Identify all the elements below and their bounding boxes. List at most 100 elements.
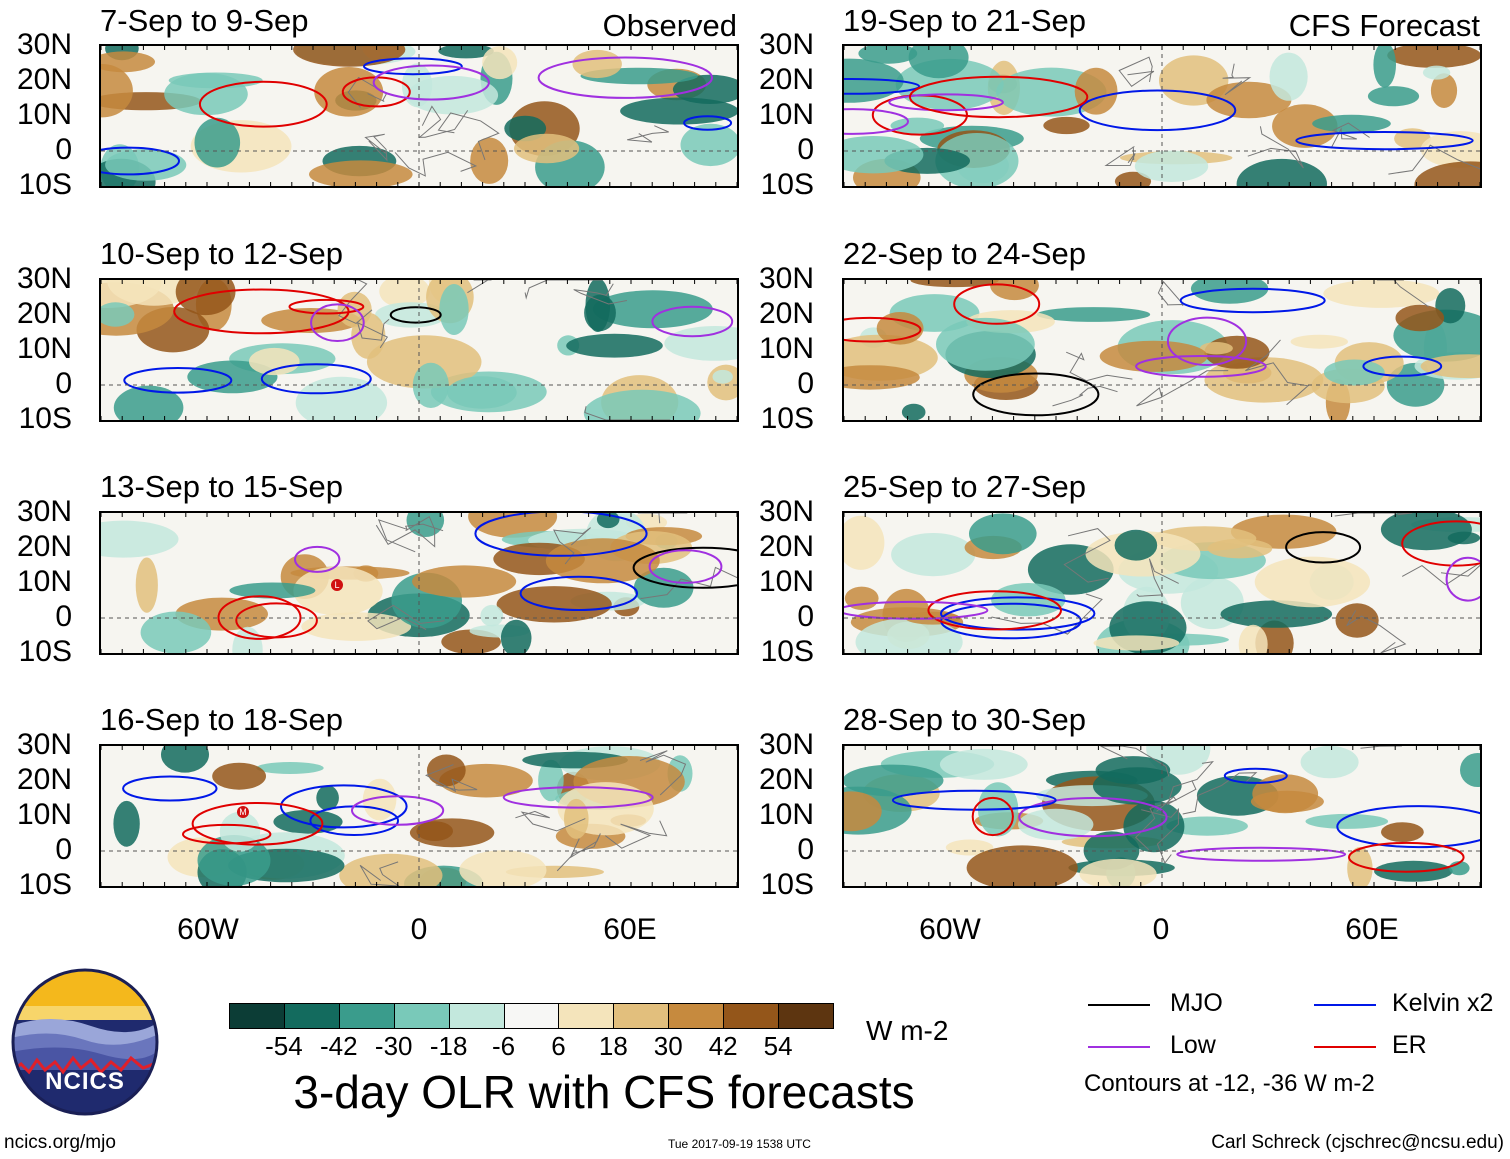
wave-contour: [844, 108, 909, 135]
olr-negative-anomaly: [232, 626, 263, 653]
coastline: [1104, 56, 1480, 175]
olr-negative-anomaly: [101, 302, 135, 327]
colorbar-box: [448, 1003, 505, 1029]
olr-positive-anomaly: [1290, 334, 1348, 349]
wave-contour: [953, 283, 1041, 325]
olr-negative-anomaly: [901, 403, 926, 420]
wave-contour: [1166, 316, 1248, 366]
olr-negative-anomaly: [140, 611, 212, 653]
olr-positive-anomaly: [1414, 161, 1480, 186]
olr-negative-anomaly: [1422, 65, 1451, 80]
lat-label: 10N: [758, 565, 814, 598]
lat-label: 0: [797, 600, 814, 633]
olr-positive-anomaly: [362, 778, 397, 821]
legend-line-low: [1088, 1046, 1150, 1048]
olr-negative-anomaly: [566, 333, 663, 358]
olr-positive-anomaly: [1335, 603, 1379, 638]
panel-title: 10-Sep to 12-Sep: [100, 236, 344, 271]
panel-title: 16-Sep to 18-Sep: [100, 702, 344, 737]
wave-contour: [1018, 797, 1168, 838]
olr-field: [101, 280, 737, 420]
lat-label: 20N: [758, 297, 814, 330]
lat-label: 10S: [760, 168, 814, 201]
olr-negative-anomaly: [664, 326, 737, 361]
lat-label: 0: [797, 133, 814, 166]
lat-label: 10N: [16, 332, 72, 365]
olr-positive-anomaly: [426, 754, 466, 787]
lat-label: 0: [797, 833, 814, 866]
olr-negative-anomaly: [855, 617, 963, 653]
olr-positive-anomaly: [101, 51, 155, 73]
lat-label: 10N: [16, 565, 72, 598]
wave-contour: [1179, 287, 1326, 314]
olr-negative-anomaly: [438, 46, 494, 59]
olr-negative-anomaly: [1269, 52, 1308, 101]
olr-negative-anomaly: [295, 376, 388, 420]
olr-positive-anomaly: [482, 46, 518, 80]
olr-field: [101, 746, 737, 886]
wave-contour: [191, 802, 324, 846]
panel-title: 28-Sep to 30-Sep: [843, 702, 1087, 737]
colorbar-box: [613, 1003, 670, 1029]
olr-negative-anomaly: [672, 74, 737, 104]
olr-negative-anomaly: [1123, 800, 1185, 853]
wave-contour: [1078, 89, 1237, 132]
olr-negative-anomaly: [620, 97, 737, 125]
wave-contour: [844, 316, 922, 343]
wave-contour: [1336, 805, 1480, 849]
footer-url[interactable]: ncics.org/mjo: [4, 1132, 116, 1153]
lat-label: 30N: [16, 495, 72, 528]
olr-negative-anomaly: [439, 284, 469, 335]
panel-title: 13-Sep to 15-Sep: [100, 469, 344, 504]
footer-timestamp: Tue 2017-09-19 1538 UTC: [668, 1137, 811, 1151]
lat-label: 20N: [758, 63, 814, 96]
wave-contour: [888, 93, 1004, 112]
footer-credit: Carl Schreck (cjschrec@ncsu.edu): [1211, 1132, 1504, 1153]
logo-text: NCICS: [45, 1068, 125, 1095]
olr-negative-anomaly: [592, 290, 713, 329]
panel-tag-observed: Observed: [602, 8, 737, 43]
lat-label: 10N: [758, 798, 814, 831]
colorbar-tick-label: 6: [551, 1031, 566, 1061]
olr-positive-anomaly: [1099, 340, 1208, 372]
olr-negative-anomaly: [1460, 753, 1480, 787]
wave-contour: [389, 306, 442, 324]
wave-contour: [1362, 355, 1443, 377]
wave-contour: [217, 595, 302, 640]
lat-label: 10S: [18, 635, 72, 668]
olr-positive-anomaly: [1387, 46, 1480, 68]
olr-positive-anomaly: [412, 565, 517, 598]
colorbar-tick-label: -42: [320, 1031, 358, 1061]
olr-negative-anomaly: [480, 604, 504, 627]
lat-label: 30N: [16, 262, 72, 295]
wave-contour: [351, 795, 445, 826]
legend-label-kelvin: Kelvin x2: [1392, 989, 1494, 1017]
olr-positive-anomaly: [1043, 116, 1090, 135]
panel-title: 19-Sep to 21-Sep: [843, 3, 1087, 38]
olr-positive-anomaly: [1093, 635, 1180, 651]
olr-negative-anomaly: [936, 317, 1035, 371]
wave-contour: [1176, 846, 1347, 862]
lon-label-60w: 60W: [919, 913, 981, 946]
wave-contour: [844, 600, 989, 620]
olr-negative-anomaly: [168, 72, 263, 89]
olr-positive-anomaly: [1079, 858, 1157, 886]
wave-contour: [101, 146, 180, 176]
wave-contour: [474, 513, 648, 557]
colorbar-box: [558, 1003, 615, 1029]
legend-line-mjo: [1088, 1004, 1150, 1006]
olr-positive-anomaly: [966, 845, 1078, 886]
olr-positive-anomaly: [1381, 822, 1424, 842]
lat-label: 10S: [760, 868, 814, 901]
lat-label: 0: [55, 833, 72, 866]
olr-positive-anomaly: [1207, 538, 1273, 559]
legend-line-kelvin: [1314, 1004, 1376, 1006]
olr-negative-anomaly: [1305, 813, 1389, 829]
wave-contour: [519, 575, 638, 612]
legend-label-low: Low: [1170, 1031, 1216, 1059]
olr-positive-anomaly: [1254, 556, 1371, 608]
colorbar-tick-label: -6: [491, 1031, 516, 1061]
coastline: [338, 280, 671, 420]
wave-contour: [173, 288, 350, 335]
olr-positive-anomaly: [844, 365, 920, 390]
